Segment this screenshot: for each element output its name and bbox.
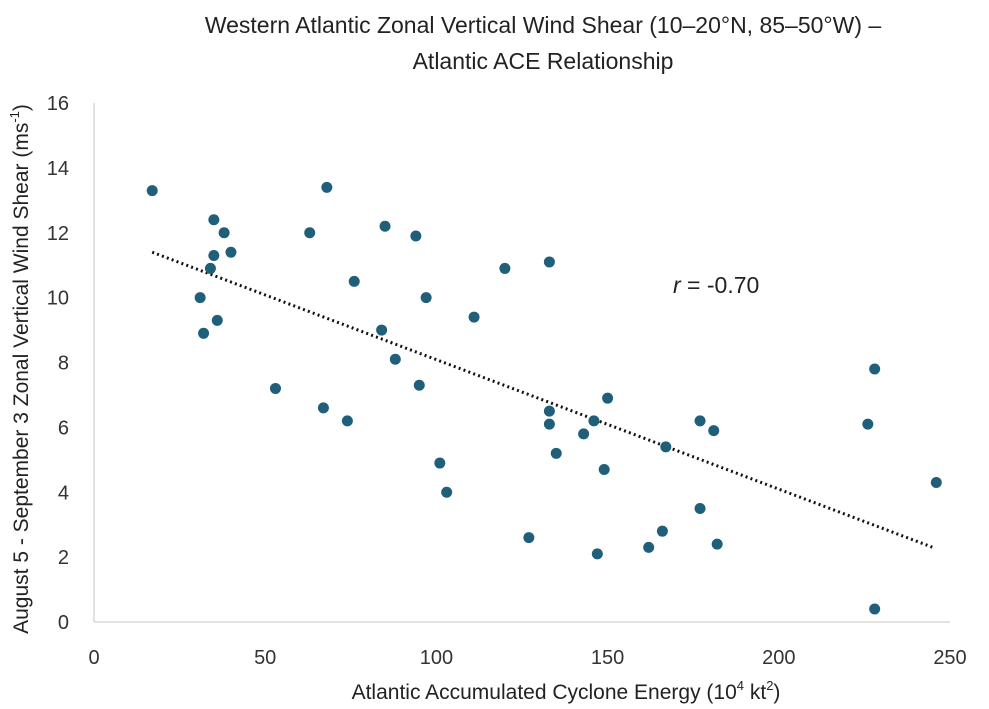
x-axis-label: Atlantic Accumulated Cyclone Energy (104… bbox=[352, 678, 781, 704]
data-point bbox=[389, 353, 401, 365]
x-tick-label: 0 bbox=[88, 647, 99, 669]
chart-title-line-2: Atlantic ACE Relationship bbox=[413, 48, 674, 74]
data-point bbox=[410, 230, 422, 242]
data-point bbox=[146, 185, 158, 197]
data-point bbox=[602, 392, 614, 404]
chart-title-line-1: Western Atlantic Zonal Vertical Wind She… bbox=[205, 12, 882, 38]
data-point bbox=[862, 418, 874, 430]
trendline-layer bbox=[151, 250, 934, 549]
data-point bbox=[434, 457, 446, 469]
points-layer bbox=[146, 181, 942, 615]
data-point bbox=[218, 227, 230, 239]
data-point bbox=[543, 405, 555, 417]
data-point bbox=[694, 502, 706, 514]
data-point bbox=[543, 256, 555, 268]
x-tick-label: 200 bbox=[762, 647, 795, 669]
data-point bbox=[543, 418, 555, 430]
data-point bbox=[269, 382, 281, 394]
y-axis-label-sup: -1 bbox=[7, 111, 22, 123]
data-point bbox=[930, 477, 942, 489]
y-tick-label: 14 bbox=[47, 158, 69, 180]
data-point bbox=[711, 538, 723, 550]
y-axis-label: August 5 - September 3 Zonal Vertical Wi… bbox=[7, 104, 33, 634]
y-tick-label: 0 bbox=[58, 612, 69, 634]
data-point bbox=[341, 415, 353, 427]
x-tick-label: 250 bbox=[933, 647, 966, 669]
data-point bbox=[413, 379, 425, 391]
data-point bbox=[550, 447, 562, 459]
x-axis-label-mid: kt bbox=[744, 681, 766, 704]
data-point bbox=[708, 425, 720, 437]
r-value: = -0.70 bbox=[681, 272, 760, 298]
x-axis-label-main: Atlantic Accumulated Cyclone Energy (10 bbox=[352, 681, 737, 704]
x-tick-label: 100 bbox=[420, 647, 453, 669]
y-tick-label: 4 bbox=[58, 482, 69, 504]
data-point bbox=[660, 441, 672, 453]
data-point bbox=[211, 314, 223, 326]
y-axis-label-main: August 5 - September 3 Zonal Vertical Wi… bbox=[10, 123, 33, 634]
y-tick-label: 6 bbox=[58, 417, 69, 439]
data-point bbox=[194, 292, 206, 304]
x-axis-label-end: ) bbox=[773, 681, 780, 704]
data-point bbox=[317, 402, 329, 414]
y-tick-label: 10 bbox=[47, 288, 69, 310]
y-tick-label: 12 bbox=[47, 223, 69, 245]
x-tick-label: 150 bbox=[591, 647, 624, 669]
data-point bbox=[225, 246, 237, 258]
data-point bbox=[588, 415, 600, 427]
data-point bbox=[499, 262, 511, 274]
r-symbol: r bbox=[673, 272, 682, 298]
x-axis-label-sup-1: 4 bbox=[737, 678, 744, 693]
data-point bbox=[376, 324, 388, 336]
data-point bbox=[523, 532, 535, 544]
data-point bbox=[208, 214, 220, 226]
data-point bbox=[869, 603, 881, 615]
data-point bbox=[304, 227, 316, 239]
data-point bbox=[441, 486, 453, 498]
y-tick-label: 2 bbox=[58, 547, 69, 569]
correlation-annotation: r = -0.70 bbox=[673, 272, 759, 298]
trendline bbox=[151, 250, 934, 549]
data-point bbox=[694, 415, 706, 427]
data-point bbox=[379, 220, 391, 232]
y-tick-label: 16 bbox=[47, 93, 69, 115]
y-axis-label-end: ) bbox=[10, 104, 33, 111]
data-point bbox=[578, 428, 590, 440]
data-point bbox=[208, 249, 220, 261]
data-point bbox=[656, 525, 668, 537]
data-point bbox=[869, 363, 881, 375]
x-tick-label: 50 bbox=[254, 647, 276, 669]
data-point bbox=[321, 181, 333, 193]
data-point bbox=[198, 327, 210, 339]
data-point bbox=[591, 548, 603, 560]
data-point bbox=[468, 311, 480, 323]
data-point bbox=[598, 464, 610, 476]
data-point bbox=[643, 541, 655, 553]
data-point bbox=[204, 262, 216, 274]
y-tick-label: 8 bbox=[58, 353, 69, 375]
data-point bbox=[420, 292, 432, 304]
ticks-layer: 0 50 100 150 200 250 0 2 4 6 8 10 12 14 16 bbox=[47, 93, 967, 669]
x-axis-label-sup-2: 2 bbox=[766, 678, 773, 693]
data-point bbox=[348, 275, 360, 287]
